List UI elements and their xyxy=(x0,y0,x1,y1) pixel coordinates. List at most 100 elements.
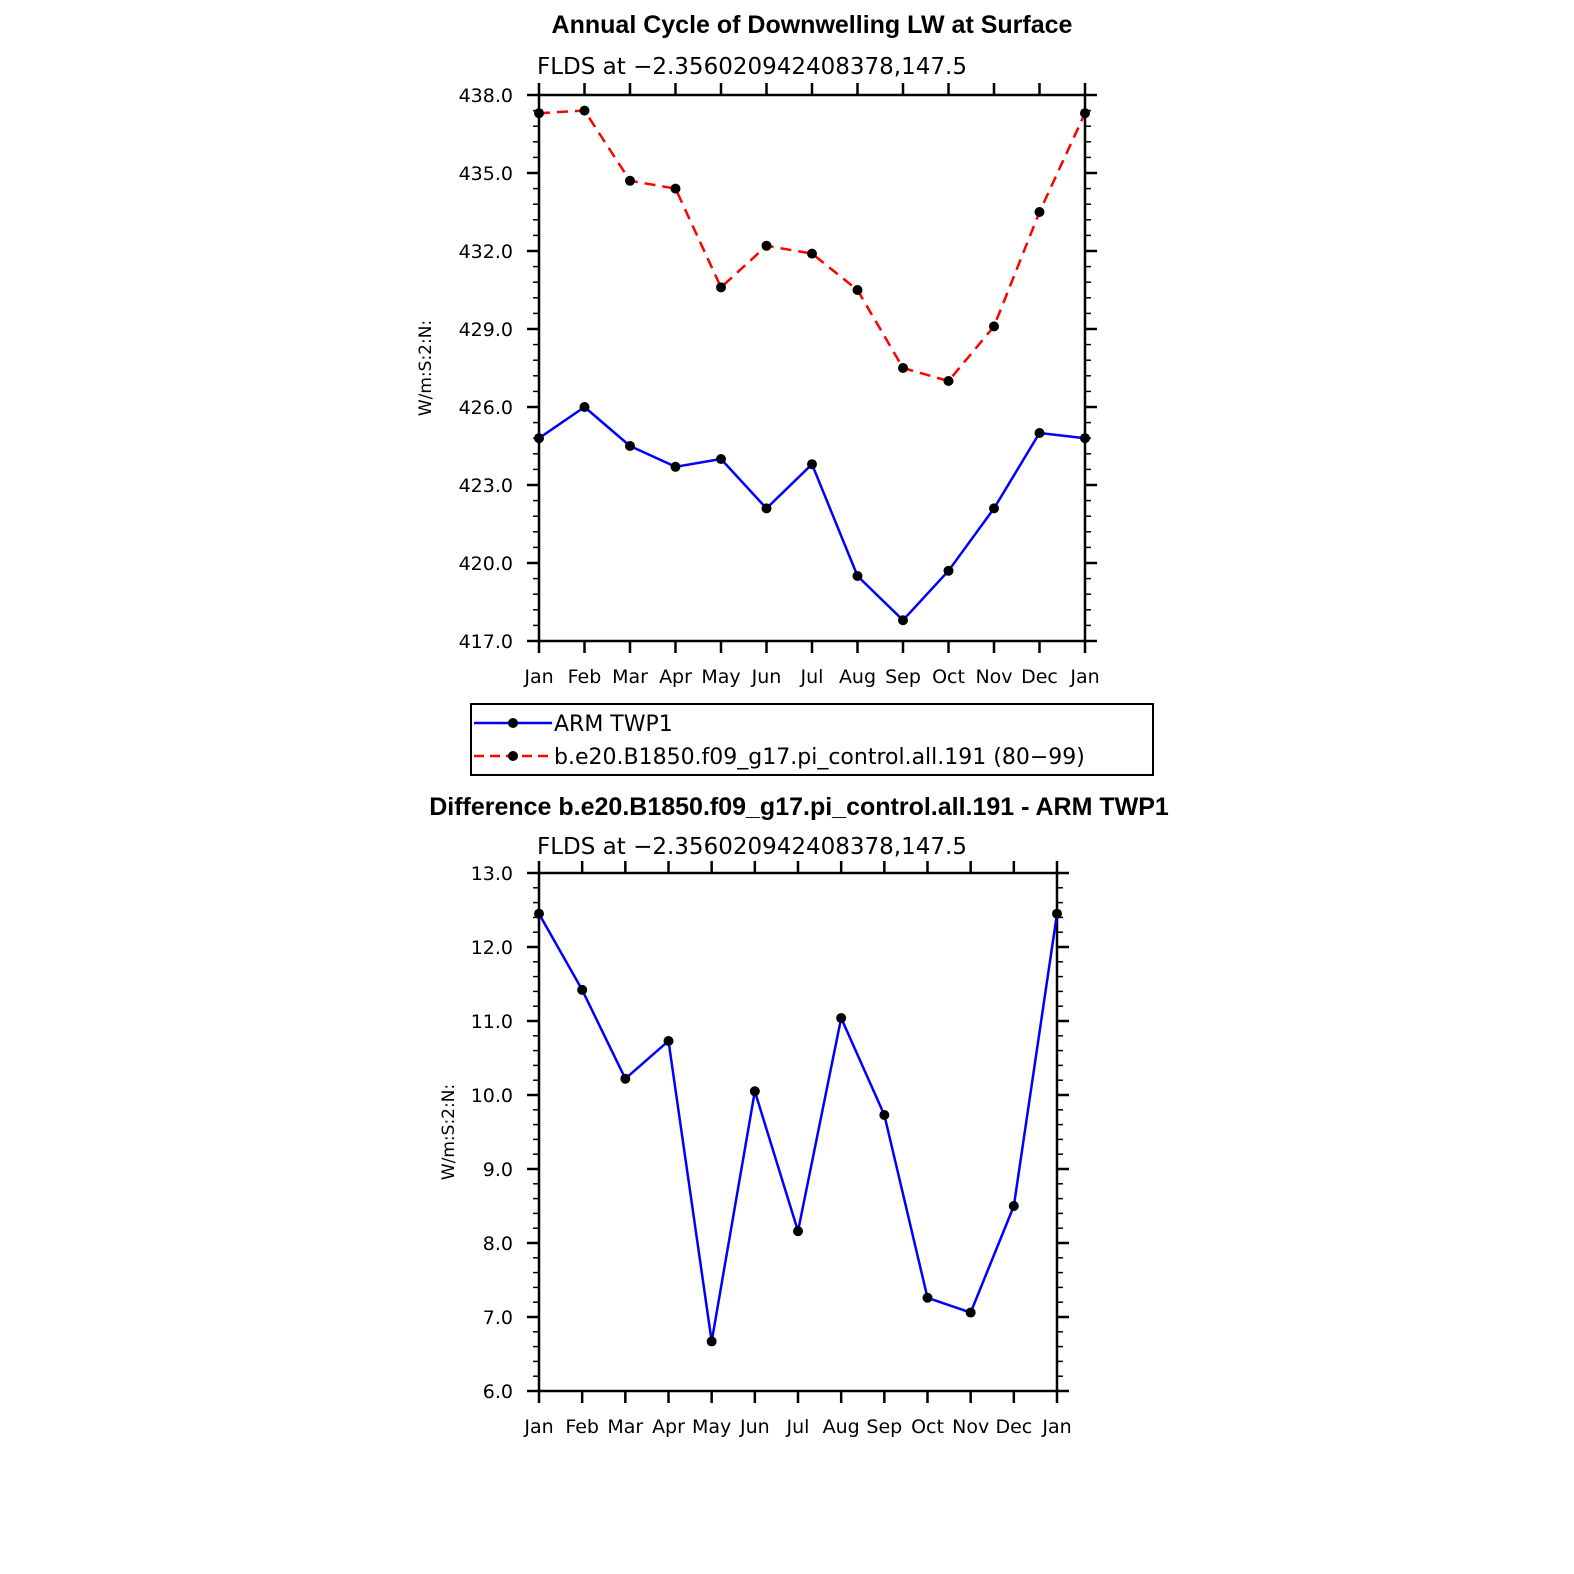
y-tick-label: 10.0 xyxy=(471,1085,513,1107)
data-point xyxy=(1080,108,1090,119)
x-tick-label: May xyxy=(701,666,740,688)
data-point xyxy=(793,1226,803,1237)
data-point xyxy=(1008,1201,1019,1211)
x-tick-label: Jul xyxy=(800,666,824,688)
x-tick-label: Mar xyxy=(607,1416,643,1438)
y-tick-label: 438.0 xyxy=(459,85,513,107)
x-tick-label: Dec xyxy=(1021,666,1058,688)
annual-cycle-chart: Annual Cycle of Downwelling LW at Surfac… xyxy=(416,11,1100,688)
data-point xyxy=(670,183,681,194)
x-tick-label: Jun xyxy=(751,666,782,688)
y-tick-label: 7.0 xyxy=(483,1307,513,1329)
x-tick-label: Sep xyxy=(866,1416,902,1438)
chart-subtitle: FLDS at −2.356020942408378,147.5 xyxy=(537,834,967,860)
data-point xyxy=(749,1086,760,1097)
data-point xyxy=(663,1035,674,1046)
x-tick-label: Nov xyxy=(975,666,1012,688)
data-point xyxy=(1034,428,1045,438)
x-tick-label: Jan xyxy=(1069,666,1099,688)
data-point xyxy=(965,1307,976,1318)
data-point xyxy=(989,321,999,332)
x-tick-label: Aug xyxy=(823,1416,860,1438)
legend-marker-model xyxy=(508,751,518,761)
data-point xyxy=(807,459,817,470)
y-tick-label: 435.0 xyxy=(459,163,513,185)
plot-frame xyxy=(537,93,1087,643)
x-tick-label: Jan xyxy=(523,1416,553,1438)
y-tick-label: 12.0 xyxy=(471,937,513,959)
data-point xyxy=(534,433,544,444)
axes: Jan Feb Mar Apr May Jun Jul Aug Sep Oct Nov Dec Jan 4… xyxy=(459,83,1100,688)
y-tick-label: 423.0 xyxy=(459,475,513,497)
plot-frame xyxy=(537,871,1059,1393)
x-tick-label: Sep xyxy=(885,666,921,688)
data-point xyxy=(852,285,863,295)
x-tick-label: Oct xyxy=(911,1416,944,1438)
data-point xyxy=(534,908,544,919)
x-tick-label: Feb xyxy=(565,1416,599,1438)
x-tick-label: Apr xyxy=(652,1416,685,1438)
data-point xyxy=(534,108,544,119)
data-point xyxy=(761,503,772,514)
data-point xyxy=(670,461,681,472)
y-tick-label: 420.0 xyxy=(459,553,513,575)
data-point xyxy=(716,454,726,464)
data-point xyxy=(943,376,954,386)
x-tick-label: Feb xyxy=(568,666,602,688)
legend-box xyxy=(470,703,1154,776)
legend: ARM TWP1 b.e20.B1850.f09_g17.pi_control.… xyxy=(470,703,1154,776)
data-point xyxy=(579,105,590,116)
axes: Jan Feb Mar Apr May Jun Jul Aug Sep Oct Nov Dec Jan 6… xyxy=(471,861,1072,1438)
data-point xyxy=(625,175,635,186)
series-line-1 xyxy=(538,109,1087,383)
x-tick-label: Jun xyxy=(739,1416,770,1438)
data-point xyxy=(836,1013,847,1024)
series-line-0 xyxy=(537,913,1059,1343)
legend-label-model: b.e20.B1850.f09_g17.pi_control.all.191 (… xyxy=(554,745,1085,770)
series-line-0 xyxy=(538,405,1086,622)
data-point xyxy=(989,503,999,514)
chart-title: Annual Cycle of Downwelling LW at Surfac… xyxy=(552,11,1073,39)
data-point xyxy=(1034,207,1045,217)
legend-marker-arm xyxy=(508,718,518,728)
data-point xyxy=(898,363,908,373)
data-point xyxy=(1052,908,1062,919)
x-tick-label: Jan xyxy=(523,666,553,688)
y-tick-label: 8.0 xyxy=(483,1233,513,1255)
x-tick-label: May xyxy=(692,1416,731,1438)
y-tick-label: 432.0 xyxy=(459,241,513,263)
x-tick-label: Jul xyxy=(786,1416,810,1438)
y-tick-label: 426.0 xyxy=(459,397,513,419)
chart-subtitle: FLDS at −2.356020942408378,147.5 xyxy=(537,54,967,80)
difference-chart: Difference b.e20.B1850.f09_g17.pi_contro… xyxy=(429,793,1169,1438)
legend-label-arm: ARM TWP1 xyxy=(554,712,673,737)
y-axis-label: W/m:S:2:N: xyxy=(439,1084,459,1180)
x-tick-label: Apr xyxy=(659,666,692,688)
chart-title: Difference b.e20.B1850.f09_g17.pi_contro… xyxy=(429,793,1169,821)
series-layer xyxy=(534,908,1062,1347)
data-point xyxy=(577,984,588,995)
data-point xyxy=(922,1292,933,1303)
y-tick-label: 11.0 xyxy=(471,1011,513,1033)
data-point xyxy=(620,1073,631,1084)
data-point xyxy=(898,615,908,626)
x-tick-label: Oct xyxy=(932,666,965,688)
y-tick-label: 9.0 xyxy=(483,1159,513,1181)
data-point xyxy=(625,441,635,451)
x-tick-label: Mar xyxy=(612,666,648,688)
data-point xyxy=(943,565,954,576)
data-point xyxy=(706,1336,717,1347)
y-tick-label: 429.0 xyxy=(459,319,513,341)
data-point xyxy=(879,1109,890,1120)
x-tick-label: Aug xyxy=(839,666,876,688)
data-point xyxy=(761,240,772,251)
y-tick-label: 13.0 xyxy=(471,863,513,885)
series-layer xyxy=(534,105,1090,626)
y-axis-label: W/m:S:2:N: xyxy=(416,320,436,416)
data-point xyxy=(579,402,590,412)
data-point xyxy=(807,248,817,259)
x-tick-label: Dec xyxy=(995,1416,1032,1438)
y-tick-label: 417.0 xyxy=(459,631,513,653)
x-tick-label: Jan xyxy=(1041,1416,1071,1438)
